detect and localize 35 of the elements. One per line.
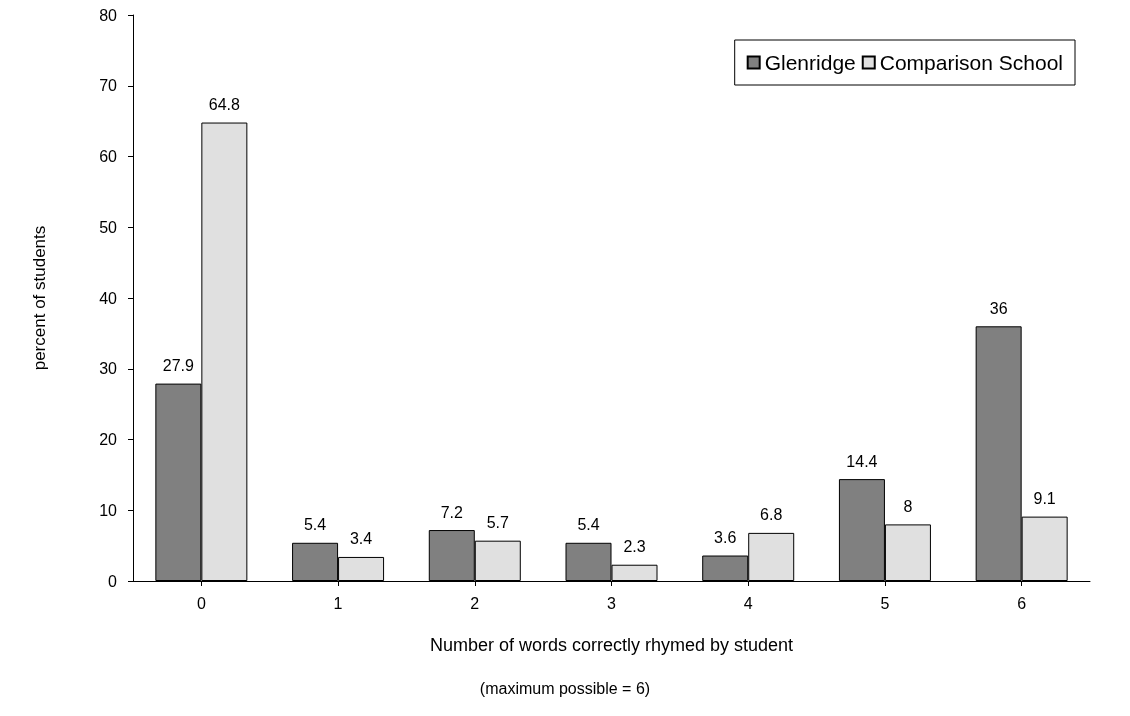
- y-tick-label: 60: [99, 148, 118, 165]
- y-tick-label: 50: [99, 218, 118, 236]
- y-tick-label: 70: [99, 77, 118, 95]
- x-axis-title: Number of words correctly rhymed by student: [429, 635, 794, 655]
- y-tick-label: 30: [99, 360, 118, 378]
- y-tick-label: 10: [99, 501, 118, 519]
- legend-label: Comparison School: [879, 51, 1064, 74]
- data-label: 5.7: [486, 514, 509, 532]
- data-label: 5.4: [577, 516, 600, 534]
- text: (maximum possible = 6): [479, 679, 651, 697]
- data-label: 7.2: [440, 503, 463, 521]
- data-label: 9.1: [1033, 490, 1056, 508]
- data-label: 5.4: [303, 516, 327, 534]
- data-label: 64.8: [208, 96, 241, 114]
- x-tick-label: 2: [470, 594, 480, 612]
- data-label: 3.4: [349, 530, 373, 548]
- y-axis-title: percent of students: [30, 225, 49, 371]
- y-tick-label: 80: [99, 6, 118, 24]
- data-label: 6.8: [760, 506, 783, 524]
- data-label: 27.9: [162, 357, 195, 375]
- x-tick-label: 4: [743, 594, 753, 612]
- x-tick-label: 3: [607, 594, 617, 612]
- x-tick-label: 5: [880, 594, 890, 612]
- data-label: 36: [989, 299, 1008, 317]
- x-tick-label: 1: [333, 594, 343, 612]
- data-label: 3.6: [714, 529, 737, 547]
- x-tick-label: 6: [1017, 594, 1027, 612]
- y-tick-label: 0: [108, 572, 118, 590]
- data-label: 14.4: [846, 452, 878, 470]
- y-tick-label: 20: [99, 431, 118, 448]
- y-tick-label: 40: [99, 289, 118, 307]
- data-label: 8: [903, 497, 913, 515]
- data-label: 2.3: [623, 538, 646, 556]
- x-tick-label: 0: [196, 594, 206, 612]
- legend-label: Glenridge: [764, 51, 856, 74]
